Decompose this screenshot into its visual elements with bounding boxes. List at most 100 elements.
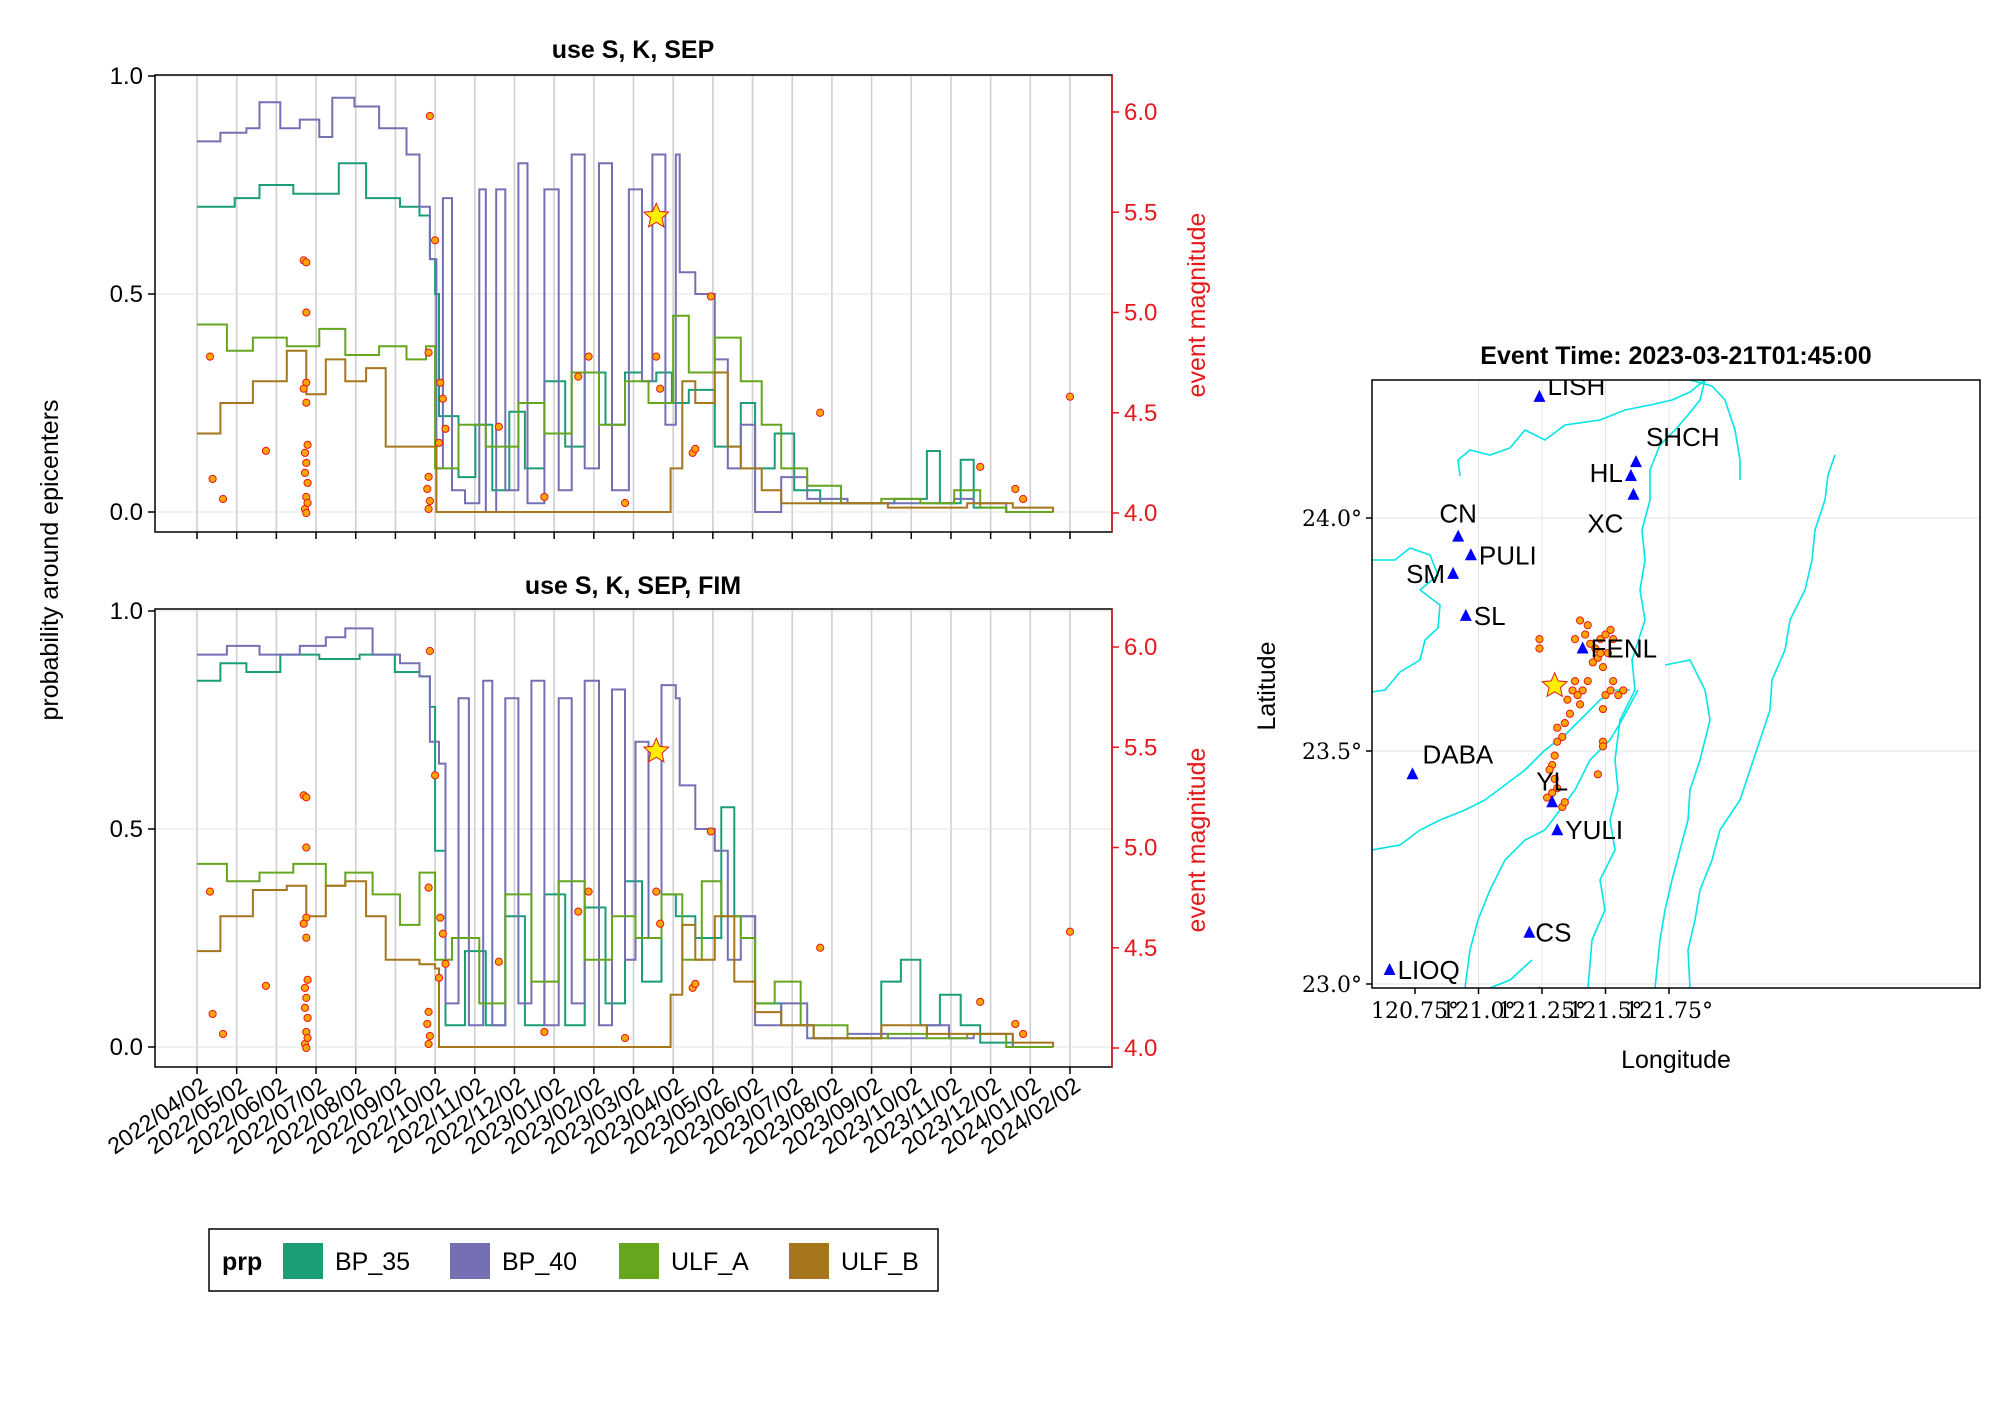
- map-event-point: [1583, 677, 1592, 686]
- event-point: [438, 929, 447, 938]
- map-event-point: [1570, 635, 1580, 644]
- county-boundary-line: [1489, 959, 1533, 988]
- event-point: [620, 1033, 630, 1043]
- event-point: [652, 887, 661, 896]
- time-series-panel-2: use S, K, SEP, FIM event magnitude 0.0 0.…: [103, 572, 1211, 1159]
- map-x-tick-label: 120.75°: [1371, 999, 1459, 1024]
- event-point: [1065, 392, 1075, 401]
- map-event-point: [1614, 690, 1623, 700]
- legend-label: ULF_A: [671, 1248, 749, 1276]
- map-event-point: [1606, 625, 1615, 634]
- county-boundary-line: [1711, 385, 1741, 480]
- y-tick-label: 0.0: [110, 1034, 143, 1061]
- event-point: [302, 308, 311, 317]
- event-point: [303, 975, 312, 984]
- map-event-point: [1565, 709, 1575, 718]
- panel-2-right-axis-label: event magnitude: [1183, 748, 1211, 933]
- event-point: [208, 1009, 217, 1019]
- map-x-tick-label: 121.75°: [1625, 999, 1713, 1024]
- map-x-tick-label: 121.5°: [1569, 999, 1643, 1024]
- event-point: [302, 993, 311, 1002]
- station-marker: [1629, 455, 1642, 468]
- legend-label: BP_40: [502, 1248, 577, 1276]
- station-label: CS: [1535, 918, 1571, 948]
- station-label: CN: [1439, 499, 1477, 529]
- station-marker: [1533, 389, 1546, 402]
- legend-title: prp: [222, 1248, 262, 1276]
- series-line-ulf_a: [197, 862, 1054, 1048]
- event-point: [574, 372, 583, 381]
- event-point: [302, 1043, 311, 1053]
- map-x-tick-label: 121.25°: [1498, 999, 1586, 1024]
- legend-label: ULF_B: [841, 1248, 919, 1276]
- right-y-tick-label: 5.5: [1124, 734, 1157, 761]
- event-point: [976, 462, 985, 471]
- event-point: [425, 111, 434, 121]
- event-point: [438, 394, 447, 403]
- map-event-point: [1606, 686, 1615, 695]
- station-map-panel: Event Time: 2023-03-21T01:45:00 Longitud…: [1253, 342, 1981, 1074]
- county-boundary-line: [1457, 380, 1706, 477]
- right-y-tick-label: 4.5: [1124, 935, 1157, 962]
- event-point: [303, 498, 312, 508]
- station-label: LIOQ: [1398, 955, 1460, 985]
- event-point: [706, 827, 716, 836]
- event-point: [302, 258, 311, 267]
- y-tick-label: 0.0: [110, 499, 143, 526]
- event-point: [424, 504, 433, 514]
- map-frame: [1371, 379, 1981, 989]
- legend-swatch-ulf_b: [789, 1243, 829, 1279]
- map-event-point: [1535, 644, 1544, 653]
- time-series-panel-1: use S, K, SEP event magnitude 0.0 0.5 1.0 4…: [110, 36, 1211, 539]
- station-marker: [1551, 823, 1564, 836]
- map-y-tick-label: 23.5°: [1302, 740, 1362, 765]
- map-event-point: [1609, 635, 1618, 644]
- right-y-tick-label: 5.5: [1124, 199, 1157, 226]
- event-point: [261, 446, 271, 455]
- station-marker: [1523, 925, 1536, 938]
- right-y-tick-label: 4.0: [1124, 1035, 1157, 1062]
- event-point: [494, 422, 503, 431]
- main-event-star: [642, 202, 670, 228]
- event-point: [691, 979, 700, 988]
- map-event-point: [1570, 677, 1580, 686]
- right-y-tick-label: 5.0: [1124, 300, 1157, 327]
- event-point: [1065, 927, 1075, 936]
- event-point: [436, 378, 445, 387]
- map-event-point: [1542, 793, 1552, 802]
- series-line-bp_35: [197, 653, 1054, 1048]
- county-boundary-line: [1464, 689, 1639, 988]
- map-event-point: [1581, 630, 1590, 639]
- event-point: [656, 919, 665, 928]
- y-tick-label: 0.5: [110, 281, 143, 308]
- event-point: [434, 438, 444, 447]
- event-point: [976, 997, 985, 1006]
- map-y-axis-label: Latitude: [1253, 642, 1281, 731]
- map-event-point: [1598, 663, 1608, 672]
- event-point: [584, 887, 593, 896]
- map-event-point: [1568, 686, 1577, 695]
- main-event-star: [642, 737, 670, 763]
- map-event-point: [1553, 723, 1562, 732]
- map-x-axis-label: Longitude: [1621, 1046, 1731, 1074]
- event-point: [303, 1033, 312, 1043]
- right-y-tick-label: 5.0: [1124, 835, 1157, 862]
- event-point: [302, 458, 311, 467]
- map-y-tick-label: 23.0°: [1302, 973, 1362, 998]
- map-event-point: [1598, 704, 1608, 714]
- map-event-point: [1596, 649, 1605, 658]
- panel-1-right-axis-label: event magnitude: [1183, 213, 1211, 398]
- map-event-point: [1550, 751, 1559, 760]
- panel-2-title: use S, K, SEP, FIM: [525, 572, 741, 600]
- map-event-point: [1553, 784, 1562, 793]
- station-label: YL: [1536, 766, 1568, 796]
- map-event-point: [1601, 690, 1610, 700]
- series-line-bp_40: [197, 96, 1054, 513]
- event-point: [205, 352, 215, 361]
- station-marker: [1383, 963, 1396, 976]
- event-point: [584, 352, 593, 361]
- event-point: [436, 913, 445, 922]
